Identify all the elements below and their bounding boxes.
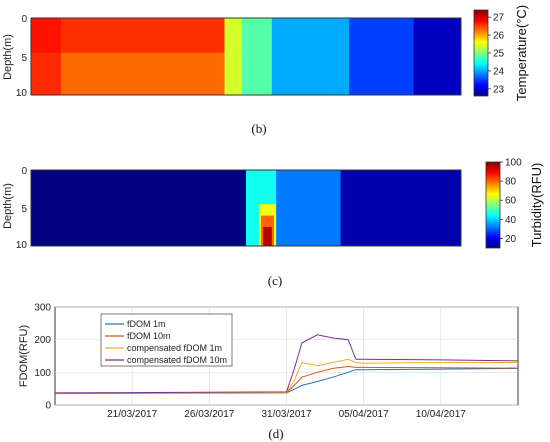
temperature-colorbar-tick-label: 26 [493,31,505,42]
turbidity-colorbar-tick-label: 80 [505,177,517,188]
temperature-colorbar-tick-label: 23 [493,84,505,95]
turbidity-ytick-2: 10 [16,240,28,251]
turbidity-colorbar-tick-label: 100 [505,158,522,169]
temperature-surface-layer [31,18,225,53]
turbidity-ytick-0: 0 [21,166,27,177]
fdom-legend: fDOM 1m fDOM 10m compensated fDOM 1m compen… [100,313,233,367]
turbidity-band-0 [31,170,247,246]
legend-label-3: compensated fDOM 10m [127,355,227,365]
panel-label-d: (d) [268,426,283,441]
series-line-1 [54,365,519,394]
temperature-colorbar-tick-label: 24 [493,66,505,77]
fdom-xtick-label: 31/03/2017 [261,409,311,420]
panel-label-c: (c) [268,273,282,288]
fdom-ytick-label: 300 [34,303,51,314]
turbidity-colorbar-ticks: 20 40 60 80 100 [500,158,522,245]
fdom-line-panel: 0 100 200 300 21/03/2017 26/03/2017 31/03/201… [18,303,519,441]
turbidity-band-3 [340,170,462,246]
temperature-band-3 [241,18,273,95]
turbidity-colorbar-tick-label: 40 [505,215,517,226]
legend-entries: fDOM 1m fDOM 10m compensated fDOM 1m compen… [105,319,227,365]
fdom-ytick-label: 200 [34,335,51,346]
turbidity-band-2 [276,170,342,246]
fdom-series-lines [54,334,519,395]
legend-label-1: fDOM 10m [127,331,171,341]
temperature-colorbar-tick-label: 25 [493,49,505,60]
temperature-ytick-2: 10 [16,88,28,99]
temperature-ytick-0: 0 [21,14,27,25]
temperature-band-2 [224,18,243,95]
temperature-band-6 [413,18,462,95]
fdom-ytick-label: 0 [45,401,51,412]
turbidity-colorbar-tick-label: 20 [505,234,517,245]
turbidity-plume-2 [263,227,272,246]
series-line-3 [54,334,519,394]
legend-box [100,313,233,367]
temperature-colorbar [473,9,489,97]
fdom-xtick-label: 05/04/2017 [339,409,389,420]
turbidity-colorbar-tick-label: 60 [505,196,517,207]
fdom-ytick-label: 100 [34,368,51,379]
turbidity-heatmap-panel: 0 5 10 Depth(m) 20 40 60 80 100 Turbidity(RF… [2,158,544,289]
temperature-ylabel: Depth(m) [2,34,14,80]
turbidity-colorbar-label: Turbidity(RFU) [529,163,544,248]
fdom-ylabel: FDOM(RFU) [18,325,30,387]
legend-label-0: fDOM 1m [127,319,166,329]
turbidity-colorbar [485,161,501,249]
temperature-ytick-1: 5 [21,53,27,64]
temperature-colorbar-label: Temperature(°C) [514,5,529,101]
fdom-xtick-label: 21/03/2017 [107,409,157,420]
temperature-colorbar-ticks: 23 24 25 26 27 [488,13,505,95]
turbidity-ylabel: Depth(m) [2,183,14,229]
series-line-0 [54,367,519,395]
turbidity-plot-frame [30,169,462,247]
fdom-xtick-label: 10/04/2017 [416,409,466,420]
legend-label-2: compensated fDOM 1m [127,343,222,353]
fdom-xtick-label: 26/03/2017 [184,409,234,420]
fdom-yticks: 0 100 200 300 [34,303,51,412]
fdom-xticks: 21/03/2017 26/03/2017 31/03/2017 05/04/2017… [107,409,466,420]
temperature-band-4 [271,18,350,95]
temperature-colorbar-tick-label: 27 [493,13,505,24]
temperature-band-5 [349,18,415,95]
turbidity-ytick-1: 5 [21,204,27,215]
temperature-heatmap-panel: 0 5 10 Depth(m) 23 24 25 26 27 Temperature(°… [2,5,529,136]
series-line-2 [54,358,518,394]
temperature-heatmap-plot [31,18,462,95]
turbidity-heatmap-plot [31,170,462,246]
temperature-plot-frame [30,17,462,96]
panel-label-b: (b) [251,121,266,136]
